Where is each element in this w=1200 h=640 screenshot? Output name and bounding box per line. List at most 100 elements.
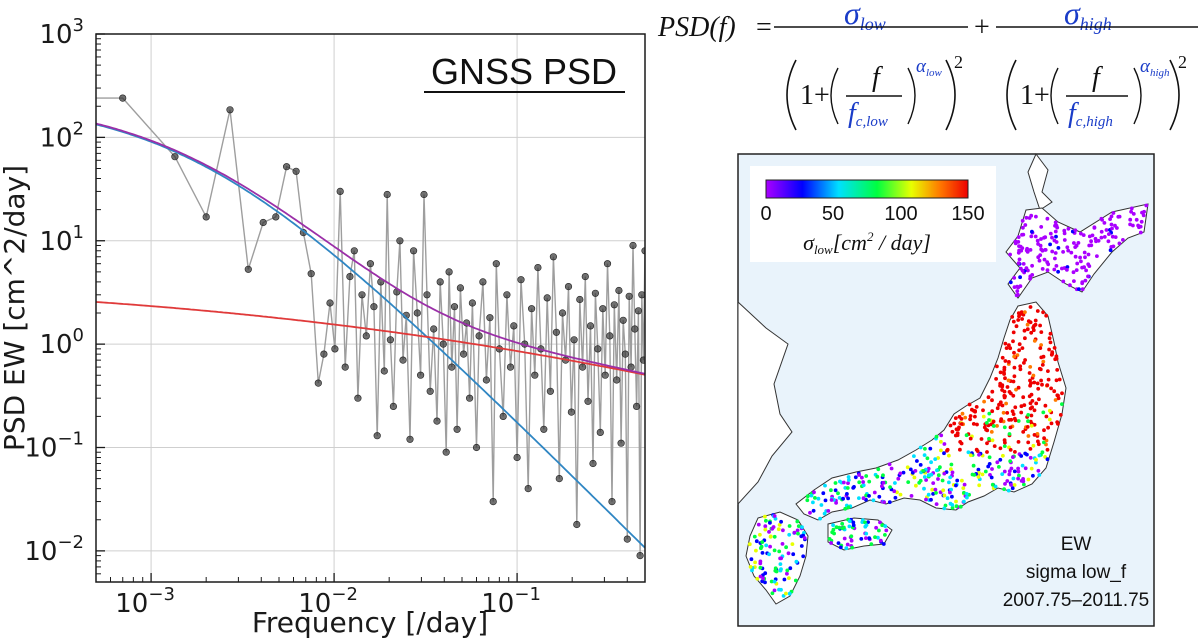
gnss-station-dot — [929, 460, 933, 465]
gnss-station-dot — [1054, 234, 1058, 239]
observed-psd-point — [638, 291, 645, 299]
gnss-station-dot — [1023, 336, 1027, 341]
observed-psd-point — [436, 278, 444, 286]
gnss-station-dot — [1019, 404, 1024, 409]
observed-psd-point — [610, 301, 618, 309]
gnss-station-dot — [985, 450, 989, 454]
gnss-station-dot — [774, 569, 779, 574]
gnss-station-dot — [1041, 354, 1046, 359]
gnss-station-dot — [1046, 425, 1050, 430]
gnss-station-dot — [1029, 466, 1034, 471]
gnss-station-dot — [984, 427, 988, 432]
gnss-station-dot — [772, 534, 777, 539]
gnss-station-dot — [948, 475, 953, 480]
gnss-station-dot — [995, 364, 999, 369]
formula-fc-high: fc,high — [1068, 98, 1113, 130]
x-tick-labels: 10−3 10−2 10−1 — [115, 584, 541, 619]
gnss-station-dot — [986, 395, 991, 400]
gnss-station-dot — [1053, 229, 1058, 234]
formula-paren-inner-low-left — [830, 67, 839, 125]
gnss-station-dot — [1050, 350, 1055, 355]
gnss-station-dot — [1007, 343, 1011, 348]
observed-psd-point — [366, 260, 375, 268]
gnss-station-dot — [1007, 472, 1012, 477]
gnss-station-dot — [861, 480, 865, 484]
gnss-station-dot — [1026, 477, 1031, 482]
observed-psd-point — [336, 187, 344, 195]
gnss-station-dot — [1028, 455, 1033, 460]
gnss-station-dot — [1073, 254, 1078, 259]
observed-psd-point — [399, 356, 407, 364]
observed-psd-point — [226, 106, 234, 114]
observed-psd-point — [331, 345, 339, 353]
formula-square-low: 2 — [954, 52, 963, 72]
gnss-station-dot — [1016, 466, 1020, 471]
observed-psd-point — [632, 402, 641, 411]
observed-psd-point — [423, 291, 431, 299]
gnss-station-dot — [1056, 396, 1061, 401]
observed-psd-point — [513, 453, 521, 462]
gnss-station-dot — [846, 496, 850, 501]
observed-psd-point — [466, 394, 474, 402]
gnss-station-dot — [1032, 380, 1037, 385]
x-tick-label: 10−1 — [481, 584, 541, 619]
gnss-station-dot — [998, 383, 1002, 388]
gnss-station-dot — [1102, 221, 1107, 225]
gnss-station-dot — [1034, 460, 1038, 465]
gnss-station-dot — [1000, 403, 1005, 408]
gnss-station-dot — [1009, 466, 1014, 471]
gnss-station-dot — [864, 474, 869, 478]
observed-psd-point — [615, 286, 623, 295]
gnss-station-dot — [1040, 363, 1045, 367]
gnss-station-dot — [1016, 419, 1021, 423]
gnss-station-dot — [1045, 383, 1050, 388]
gnss-station-dot — [776, 527, 781, 532]
gnss-station-dot — [829, 488, 833, 493]
gnss-station-dot — [1019, 454, 1024, 458]
gnss-station-dot — [1048, 242, 1052, 247]
gnss-station-dot — [959, 441, 964, 446]
map-info-period: 2007.75–2011.75 — [1003, 590, 1150, 611]
gnss-station-dot — [942, 442, 947, 446]
gnss-station-dot — [1018, 275, 1022, 280]
gnss-station-dot — [867, 494, 871, 498]
gnss-station-dot — [1029, 423, 1034, 428]
gnss-station-dot — [939, 448, 943, 453]
formula-one-high: 1+ — [1020, 80, 1050, 111]
observed-psd-point — [171, 153, 179, 161]
gnss-station-dot — [1076, 241, 1081, 245]
observed-psd-point — [439, 340, 447, 348]
gnss-station-dot — [846, 505, 851, 510]
observed-psd-point — [549, 253, 558, 261]
gnss-station-dot — [1028, 274, 1033, 279]
gnss-station-dot — [1003, 482, 1007, 486]
gnss-station-dot — [1080, 287, 1085, 292]
gnss-stations — [747, 203, 1149, 598]
gnss-station-dot — [928, 446, 933, 451]
gnss-station-dot — [923, 446, 927, 451]
gnss-station-dot — [1013, 241, 1018, 246]
gnss-station-dot — [926, 492, 931, 497]
psd-formula: PSD(f) = σlow 1+ f fc,low αlow 2 + σhigh… — [657, 0, 1198, 131]
gnss-station-dot — [875, 474, 880, 479]
gnss-station-dot — [1042, 257, 1047, 262]
gnss-station-dot — [1045, 268, 1050, 273]
gnss-station-dot — [1035, 309, 1040, 313]
gnss-station-dot — [1008, 425, 1013, 430]
observed-psd-point — [489, 498, 497, 506]
gnss-station-dot — [1019, 410, 1024, 415]
gnss-station-dot — [857, 473, 861, 477]
gnss-station-dot — [1074, 243, 1079, 248]
gnss-station-dot — [1001, 453, 1005, 458]
gnss-station-dot — [787, 591, 792, 596]
gnss-station-dot — [1060, 266, 1064, 271]
gnss-station-dot — [1028, 383, 1032, 388]
gnss-station-dot — [841, 480, 846, 485]
gnss-station-dot — [1016, 235, 1021, 239]
gnss-station-dot — [991, 419, 996, 424]
gnss-station-dot — [758, 559, 763, 564]
gnss-station-dot — [779, 567, 783, 571]
gnss-station-dot — [754, 539, 759, 544]
gnss-station-dot — [1065, 245, 1070, 250]
gnss-station-dot — [1028, 365, 1033, 369]
